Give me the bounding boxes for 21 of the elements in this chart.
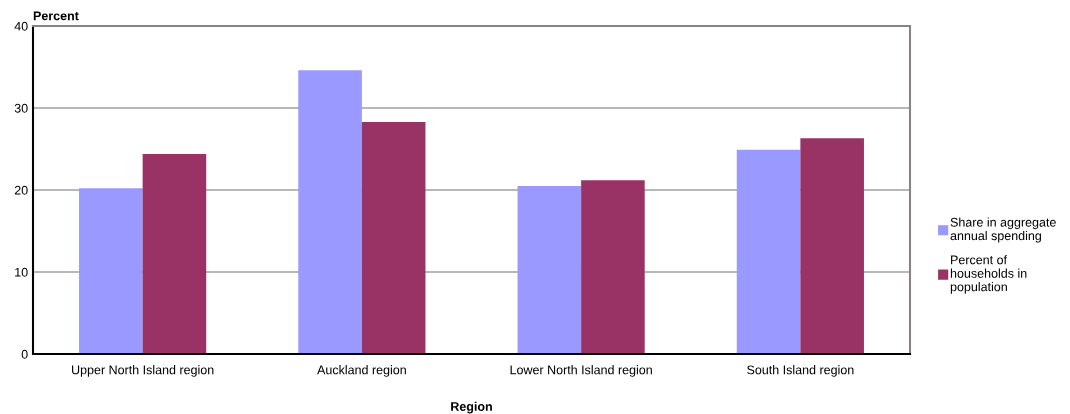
y-tick-label: 20 xyxy=(14,185,28,195)
bar xyxy=(361,121,426,354)
bar xyxy=(79,188,143,354)
x-axis-title: Region xyxy=(451,401,492,414)
legend-label: Share in aggregate annual spending xyxy=(950,217,1056,243)
bar xyxy=(298,70,362,354)
y-tick-label: 10 xyxy=(15,267,28,277)
y-tick-label: 30 xyxy=(14,103,28,113)
x-tick-label: Lower North Island region xyxy=(510,365,652,377)
y-axis-title: Percent xyxy=(33,11,79,21)
bar xyxy=(736,149,801,354)
bar xyxy=(800,138,864,354)
y-tick-label: 40 xyxy=(14,21,28,31)
legend-label: Percent of households in population xyxy=(950,255,1027,294)
x-tick-label: South Island region xyxy=(747,365,854,377)
y-tick-label: 0 xyxy=(21,349,28,359)
bar xyxy=(517,185,582,354)
x-tick-label: Upper North Island region xyxy=(72,365,214,377)
x-tick-label: Auckland region xyxy=(317,365,406,377)
bar xyxy=(142,153,207,354)
bar xyxy=(581,180,645,354)
